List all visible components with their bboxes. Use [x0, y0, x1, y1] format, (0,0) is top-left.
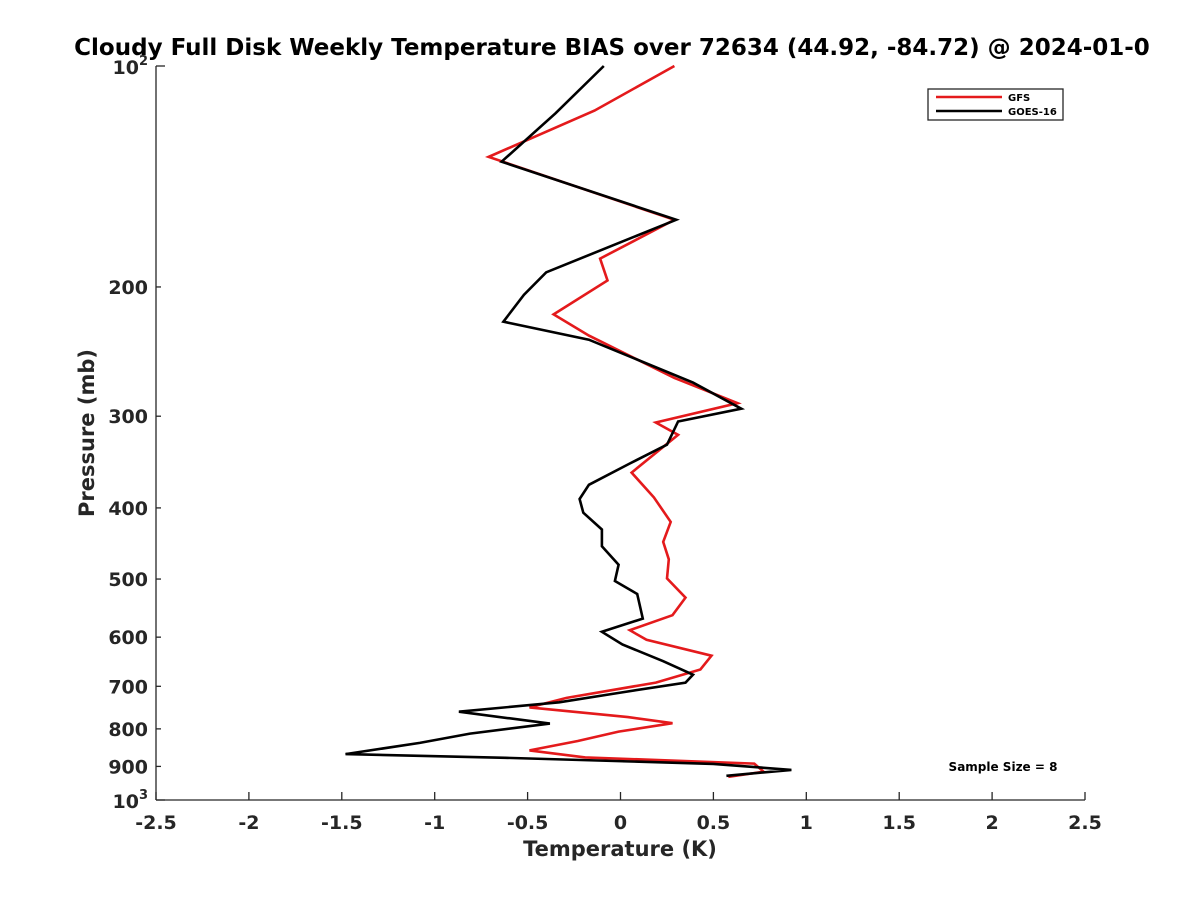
x-tick-label: -2.5: [135, 812, 177, 834]
x-tick-label: -0.5: [507, 812, 549, 834]
x-tick-label: 0: [614, 812, 627, 834]
y-axis-label: Pressure (mb): [75, 349, 99, 517]
y-tick-label: 600: [108, 627, 148, 649]
x-tick-label: 1.5: [882, 812, 916, 834]
legend-box: [927, 88, 1064, 121]
x-axis-label: Temperature (K): [523, 837, 717, 861]
x-tick-label: 1: [800, 812, 813, 834]
y-tick-top-base: 10: [113, 57, 139, 79]
sample-size-annotation: Sample Size = 8: [949, 760, 1058, 774]
legend-label-gfs: GFS: [1008, 93, 1030, 104]
y-tick-label-bottom: 103: [113, 788, 149, 813]
y-axis-ticks: 200 300 400 500 600 700 800 900: [108, 65, 165, 801]
chart-title: Cloudy Full Disk Weekly Temperature BIAS…: [74, 35, 1150, 61]
y-tick-label: 400: [108, 498, 148, 520]
x-tick-label: 2: [985, 812, 998, 834]
x-tick-label: 2.5: [1068, 812, 1102, 834]
series-line-gfs: [485, 64, 767, 779]
y-tick-top-exponent: 2: [139, 54, 148, 69]
y-tick-label: 300: [108, 406, 148, 428]
x-tick-label: -1: [424, 812, 445, 834]
series-lines: [345, 64, 792, 779]
y-tick-label: 200: [108, 277, 148, 299]
x-axis-ticks: -2.5 -2 -1.5 -1 -0.5 0 0.5 1 1.5 2 2.5: [135, 792, 1102, 834]
x-tick-label: -2: [238, 812, 259, 834]
y-tick-label: 700: [108, 676, 148, 698]
legend-label-goes16: GOES-16: [1008, 107, 1057, 118]
y-tick-bottom-exponent: 3: [139, 788, 148, 803]
legend: GFS GOES-16: [927, 88, 1064, 121]
y-tick-label: 500: [108, 569, 148, 591]
x-tick-label: -1.5: [321, 812, 363, 834]
x-tick-label: 0.5: [697, 812, 731, 834]
y-tick-label: 900: [108, 756, 148, 778]
y-tick-bottom-base: 10: [113, 791, 139, 813]
series-line-goes16: [345, 65, 792, 778]
y-tick-label-top: 102: [113, 54, 149, 79]
y-tick-label: 800: [108, 719, 148, 741]
